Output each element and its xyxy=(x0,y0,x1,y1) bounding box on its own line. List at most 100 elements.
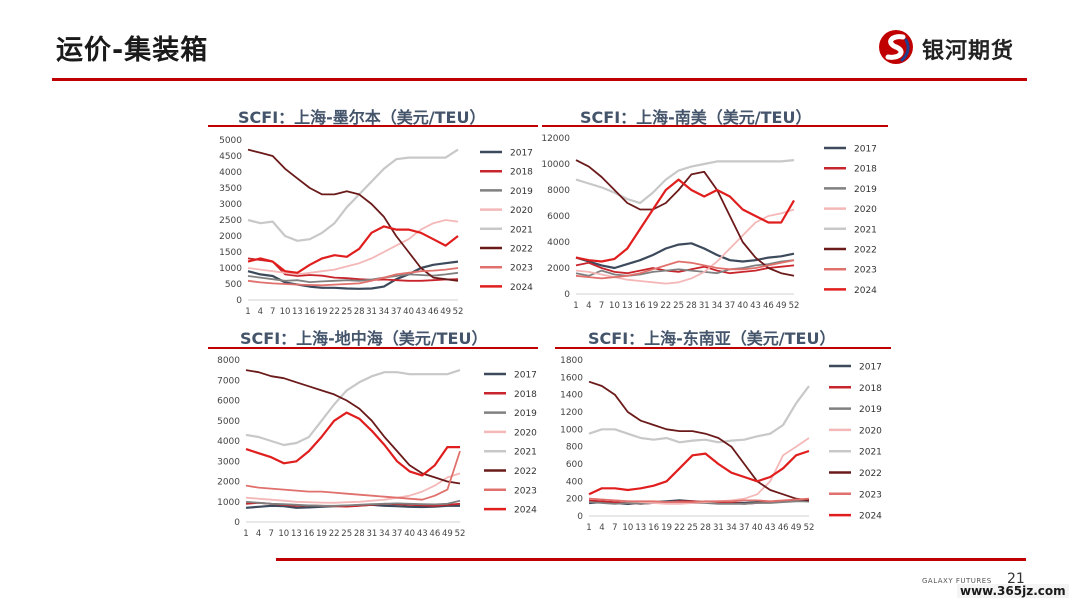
series-line-2019 xyxy=(575,259,795,277)
y-tick-label: 4000 xyxy=(547,238,570,248)
x-tick-label: 4 xyxy=(586,301,591,311)
series-line-2018 xyxy=(247,257,459,282)
series-line-2021 xyxy=(575,159,795,205)
x-tick-label: 52 xyxy=(455,529,466,539)
series-line-2022 xyxy=(575,159,795,277)
x-tick-label: 13 xyxy=(291,529,302,539)
y-tick-label: 2000 xyxy=(217,478,240,488)
x-tick-label: 28 xyxy=(700,523,711,533)
x-tick-label: 31 xyxy=(699,301,710,311)
legend-label-2021: 2021 xyxy=(510,225,533,235)
series-line-2023 xyxy=(245,450,461,501)
x-tick-label: 46 xyxy=(763,301,774,311)
legend-label-2020: 2020 xyxy=(514,428,537,438)
x-tick-label: 34 xyxy=(726,523,737,533)
legend-label-2021: 2021 xyxy=(859,448,882,458)
x-tick-label: 22 xyxy=(329,529,340,539)
legend-label-2024: 2024 xyxy=(854,286,877,296)
legend-label-2024: 2024 xyxy=(514,506,537,516)
x-tick-label: 28 xyxy=(686,301,697,311)
series-line-2023 xyxy=(247,267,459,287)
chart-southeast-asia: 0 200 400 600 800 1000 1200 1400 1600 1800 1 4 7 10 13… xyxy=(555,347,891,533)
footer-brand: GALAXY FUTURES xyxy=(922,577,992,585)
series-line-2019 xyxy=(247,271,459,284)
y-tick-label: 1000 xyxy=(219,264,242,274)
series-line-2021 xyxy=(588,385,810,444)
x-tick-label: 19 xyxy=(661,523,672,533)
y-tick-label: 4000 xyxy=(217,437,240,447)
chart-mediterranean: 0 1000 2000 3000 4000 5000 6000 7000 8000 1 4 7 10 13… xyxy=(208,347,538,539)
legend-label-2020: 2020 xyxy=(510,206,533,216)
chart-south-america: 0 2000 4000 6000 8000 10000 12000 1 4 7 10 13 16 19 22… xyxy=(541,125,888,311)
x-tick-label: 19 xyxy=(648,301,659,311)
x-tick-label: 1 xyxy=(243,529,248,539)
x-tick-label: 7 xyxy=(268,529,273,539)
slide-title: 运价-集装箱 xyxy=(56,35,209,66)
y-tick-label: 7000 xyxy=(217,376,240,386)
x-tick-label: 10 xyxy=(609,301,620,311)
title-divider xyxy=(52,78,1027,81)
x-tick-label: 49 xyxy=(791,523,802,533)
x-tick-label: 52 xyxy=(453,307,464,317)
y-tick-label: 1000 xyxy=(560,425,583,435)
legend-label-2017: 2017 xyxy=(514,371,537,381)
x-tick-label: 37 xyxy=(724,301,735,311)
footer-divider xyxy=(276,558,1026,561)
x-tick-label: 46 xyxy=(429,529,440,539)
x-tick-label: 4 xyxy=(256,529,261,539)
x-tick-label: 49 xyxy=(442,529,453,539)
legend-label-2018: 2018 xyxy=(854,165,877,175)
x-tick-label: 40 xyxy=(752,523,763,533)
y-tick-label: 0 xyxy=(236,296,242,306)
series-line-2024 xyxy=(575,178,795,263)
x-tick-label: 1 xyxy=(573,301,578,311)
series-line-2019 xyxy=(245,499,461,507)
y-tick-label: 600 xyxy=(566,460,583,470)
series-line-2024 xyxy=(247,225,459,274)
legend-label-2022: 2022 xyxy=(510,245,533,255)
legend-label-2018: 2018 xyxy=(514,390,537,400)
legend-label-2023: 2023 xyxy=(514,486,537,496)
x-tick-label: 19 xyxy=(317,307,328,317)
x-tick-label: 31 xyxy=(713,523,724,533)
brand-name: 银河期货 xyxy=(922,39,1015,64)
x-tick-label: 16 xyxy=(304,307,315,317)
y-tick-label: 800 xyxy=(566,443,583,453)
y-tick-label: 200 xyxy=(566,495,583,505)
x-tick-label: 49 xyxy=(440,307,451,317)
x-tick-label: 37 xyxy=(392,529,403,539)
legend-label-2022: 2022 xyxy=(854,246,877,256)
x-tick-label: 31 xyxy=(366,529,377,539)
x-tick-label: 25 xyxy=(687,523,698,533)
chart-title-mediterranean: SCFI：上海-地中海（美元/TEU） xyxy=(240,329,488,348)
x-tick-label: 16 xyxy=(635,301,646,311)
x-tick-label: 46 xyxy=(778,523,789,533)
legend-label-2017: 2017 xyxy=(854,145,877,155)
series-line-2020 xyxy=(588,437,810,505)
legend-label-2020: 2020 xyxy=(854,205,877,215)
x-tick-label: 34 xyxy=(379,529,390,539)
y-tick-label: 0 xyxy=(577,512,583,522)
y-tick-label: 1800 xyxy=(560,356,583,366)
x-tick-label: 31 xyxy=(366,307,377,317)
y-tick-label: 2500 xyxy=(219,216,242,226)
y-tick-label: 3500 xyxy=(219,184,242,194)
series-line-2023 xyxy=(588,497,810,504)
x-tick-label: 25 xyxy=(341,307,352,317)
x-tick-label: 7 xyxy=(599,301,604,311)
galaxy-logo-icon xyxy=(879,30,913,64)
x-tick-label: 22 xyxy=(660,301,671,311)
legend-label-2019: 2019 xyxy=(854,185,877,195)
x-tick-label: 43 xyxy=(416,307,427,317)
x-tick-label: 7 xyxy=(612,523,617,533)
y-tick-label: 8000 xyxy=(217,356,240,366)
legend-label-2021: 2021 xyxy=(514,448,537,458)
legend-label-2020: 2020 xyxy=(859,426,882,436)
legend-label-2017: 2017 xyxy=(510,149,533,159)
y-tick-label: 6000 xyxy=(547,212,570,222)
y-tick-label: 4500 xyxy=(219,152,242,162)
chart-title-southeast-asia: SCFI：上海-东南亚（美元/TEU） xyxy=(588,329,836,348)
x-tick-label: 25 xyxy=(341,529,352,539)
y-tick-label: 10000 xyxy=(541,160,570,170)
x-tick-label: 22 xyxy=(329,307,340,317)
